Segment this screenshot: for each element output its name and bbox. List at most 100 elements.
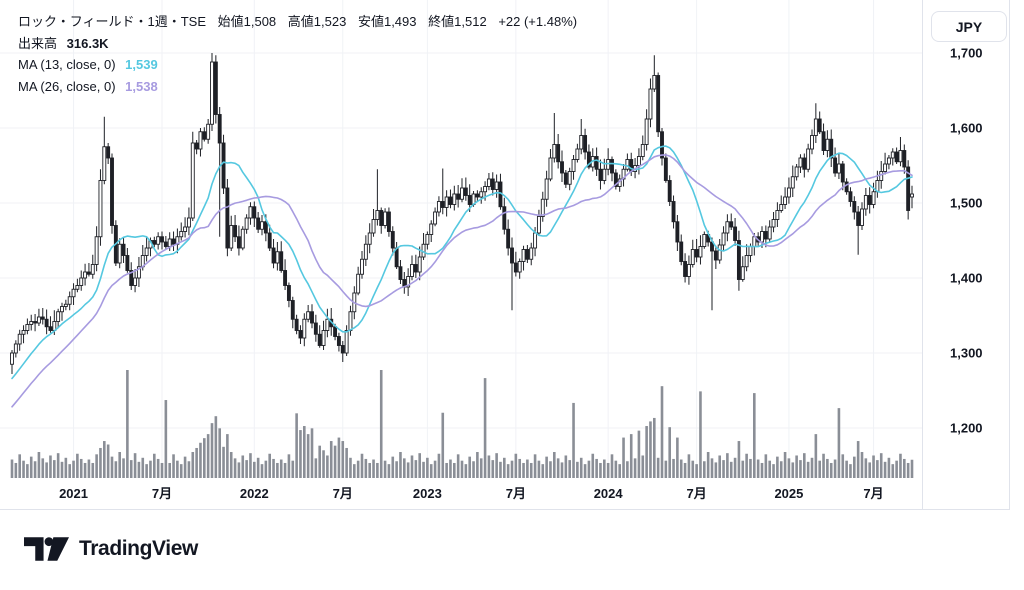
volume-bar [633, 458, 637, 478]
volume-bar [241, 455, 245, 478]
candle-body-up [806, 148, 811, 170]
price-tick-label: 1,300 [950, 346, 983, 361]
candle-body-up [367, 232, 372, 245]
time-axis[interactable]: 2021 7月 2022 7月 2023 7月 2024 7月 2025 7月 [59, 486, 884, 501]
candle-body-down [763, 231, 768, 240]
candle-body-down [160, 236, 164, 243]
volume-bar [845, 460, 848, 478]
candle-body-down [513, 262, 518, 273]
candle-body-down [694, 249, 699, 258]
volume-bar [322, 450, 325, 478]
currency-toggle-button[interactable]: JPY [931, 11, 1007, 42]
volume-bar [303, 426, 306, 478]
candle-body-down [294, 318, 299, 331]
volume-bar [353, 464, 356, 478]
candle-body-up [486, 178, 491, 187]
volume-bar [295, 413, 298, 478]
volume-bar [699, 391, 702, 478]
candle-body-up [133, 277, 138, 286]
volume-bar [691, 460, 695, 478]
volume-bar [560, 462, 564, 478]
candle-body-up [452, 193, 457, 205]
volume-bar [310, 428, 314, 478]
volume-bar [206, 434, 210, 478]
volume-bar [114, 461, 118, 478]
volume-bar [76, 453, 79, 478]
candle-body-down [844, 181, 849, 193]
candle-body-up [883, 163, 888, 172]
candle-body-up [494, 181, 499, 190]
candle-body-down [840, 163, 845, 183]
volume-bar [568, 460, 571, 478]
candle-body-down [848, 191, 853, 202]
candle-body-up [206, 123, 211, 140]
candle-body-up [779, 204, 784, 211]
volume-bar [672, 458, 675, 478]
candle-body-up [433, 211, 438, 225]
candle-body-down [475, 193, 480, 198]
ma13-label[interactable]: MA (13, close, 0) [18, 57, 116, 72]
volume-bar [895, 460, 898, 478]
volume-bar [468, 456, 471, 478]
volume-bar [783, 452, 787, 478]
candle-body-down [340, 345, 345, 354]
volume-bar [129, 460, 133, 478]
candle-body-up [156, 236, 161, 245]
volume-bar [245, 460, 248, 478]
candle-body-up [479, 191, 484, 198]
symbol-title[interactable]: ロック・フィールド・1週・TSE [18, 14, 206, 29]
candle-body-up [644, 118, 649, 145]
tradingview-wordmark: TradingView [79, 537, 198, 560]
volume-bar [106, 444, 110, 478]
candle-body-up [567, 171, 572, 185]
volume-bar [472, 461, 475, 478]
volume-bar [833, 459, 837, 478]
volume-bar [64, 457, 68, 478]
volume-bar [537, 460, 541, 478]
candle-body-down [583, 135, 588, 153]
candle-body-down [202, 131, 207, 140]
volume-bar [760, 462, 764, 478]
volume-bar [399, 452, 402, 478]
candle-body-up [748, 246, 753, 256]
volume-bar [41, 458, 45, 478]
chart-legend: ロック・フィールド・1週・TSE 始値1,508 高値1,523 安値1,493… [18, 11, 585, 97]
candle-body-up [786, 187, 791, 198]
volume-bar [360, 453, 364, 478]
candle-body-down [286, 285, 291, 301]
volume-bar [849, 464, 852, 478]
volume-bar [345, 447, 348, 478]
volume-bar [641, 455, 645, 478]
candle-body-down [333, 326, 338, 337]
tradingview-logo[interactable]: TradingView [24, 536, 198, 562]
candle-body-up [406, 276, 411, 288]
volume-bar [706, 452, 710, 478]
volume-bar [503, 457, 506, 478]
ma26-label[interactable]: MA (26, close, 0) [18, 78, 116, 94]
candle-body-down [463, 187, 468, 196]
volume-bar [110, 456, 114, 478]
volume-bar [56, 453, 60, 478]
volume-bar [191, 452, 195, 478]
candle-body-up [167, 238, 172, 247]
volume-bar [445, 462, 448, 478]
volume-bar [822, 453, 825, 478]
candle-body-down [125, 255, 130, 271]
high-value: 高値1,523 [287, 14, 347, 29]
volume-bar [249, 453, 252, 478]
candle-body-up [348, 311, 353, 331]
price-chart[interactable]: 1,700 1,600 1,500 1,400 1,300 1,200 2021 7月 2022… [0, 0, 1014, 514]
candle-body-up [410, 264, 414, 277]
volume-bar [72, 460, 75, 478]
candle-body-up [356, 273, 361, 294]
candle-body-down [313, 322, 318, 335]
candle-body-down [594, 156, 599, 170]
volume-bar [341, 441, 345, 478]
candle-body-up [363, 243, 368, 260]
price-axis[interactable]: 1,700 1,600 1,500 1,400 1,300 1,200 [950, 46, 983, 436]
volume-bar [118, 452, 121, 478]
volume-label[interactable]: 出来高 [18, 35, 58, 51]
volume-bar [595, 458, 598, 478]
volume-bar [391, 456, 395, 478]
